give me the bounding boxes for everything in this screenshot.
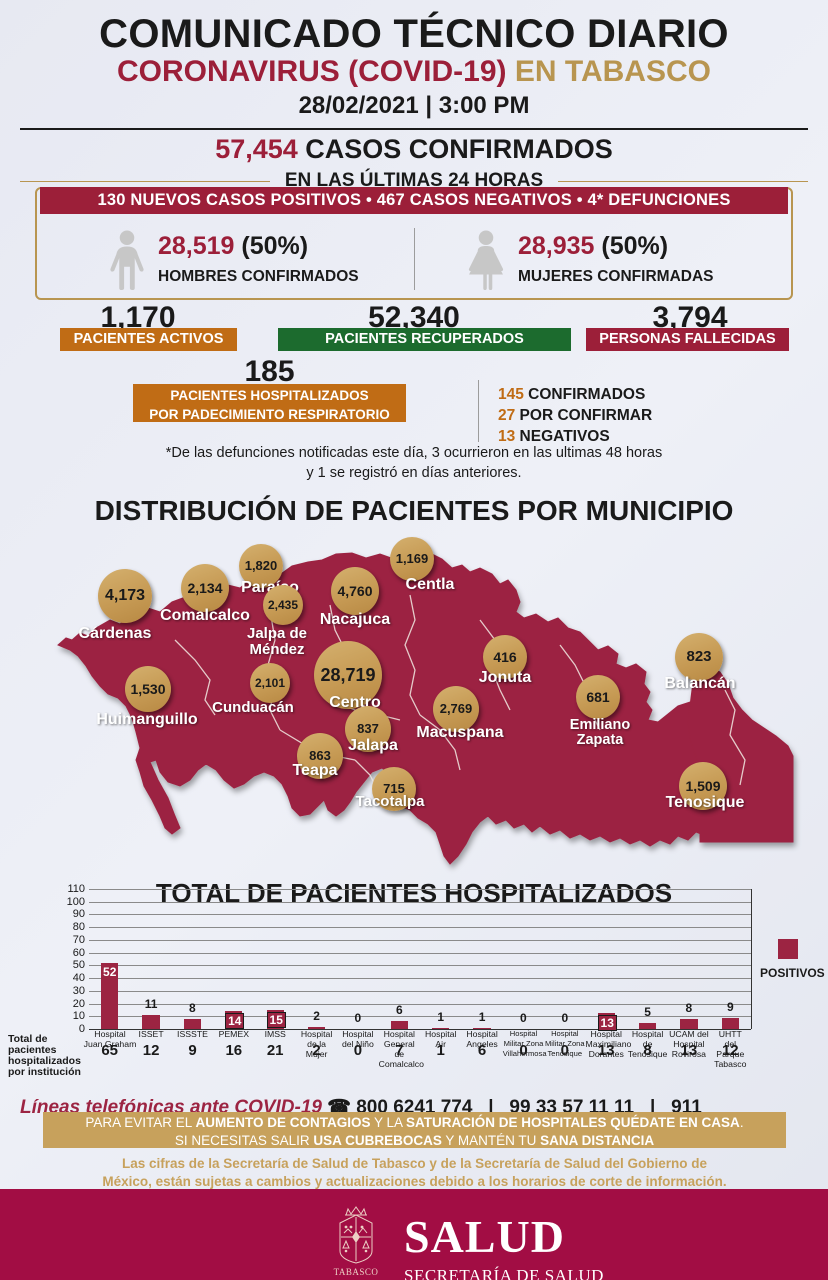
svg-text:TABASCO: TABASCO — [334, 1267, 379, 1277]
